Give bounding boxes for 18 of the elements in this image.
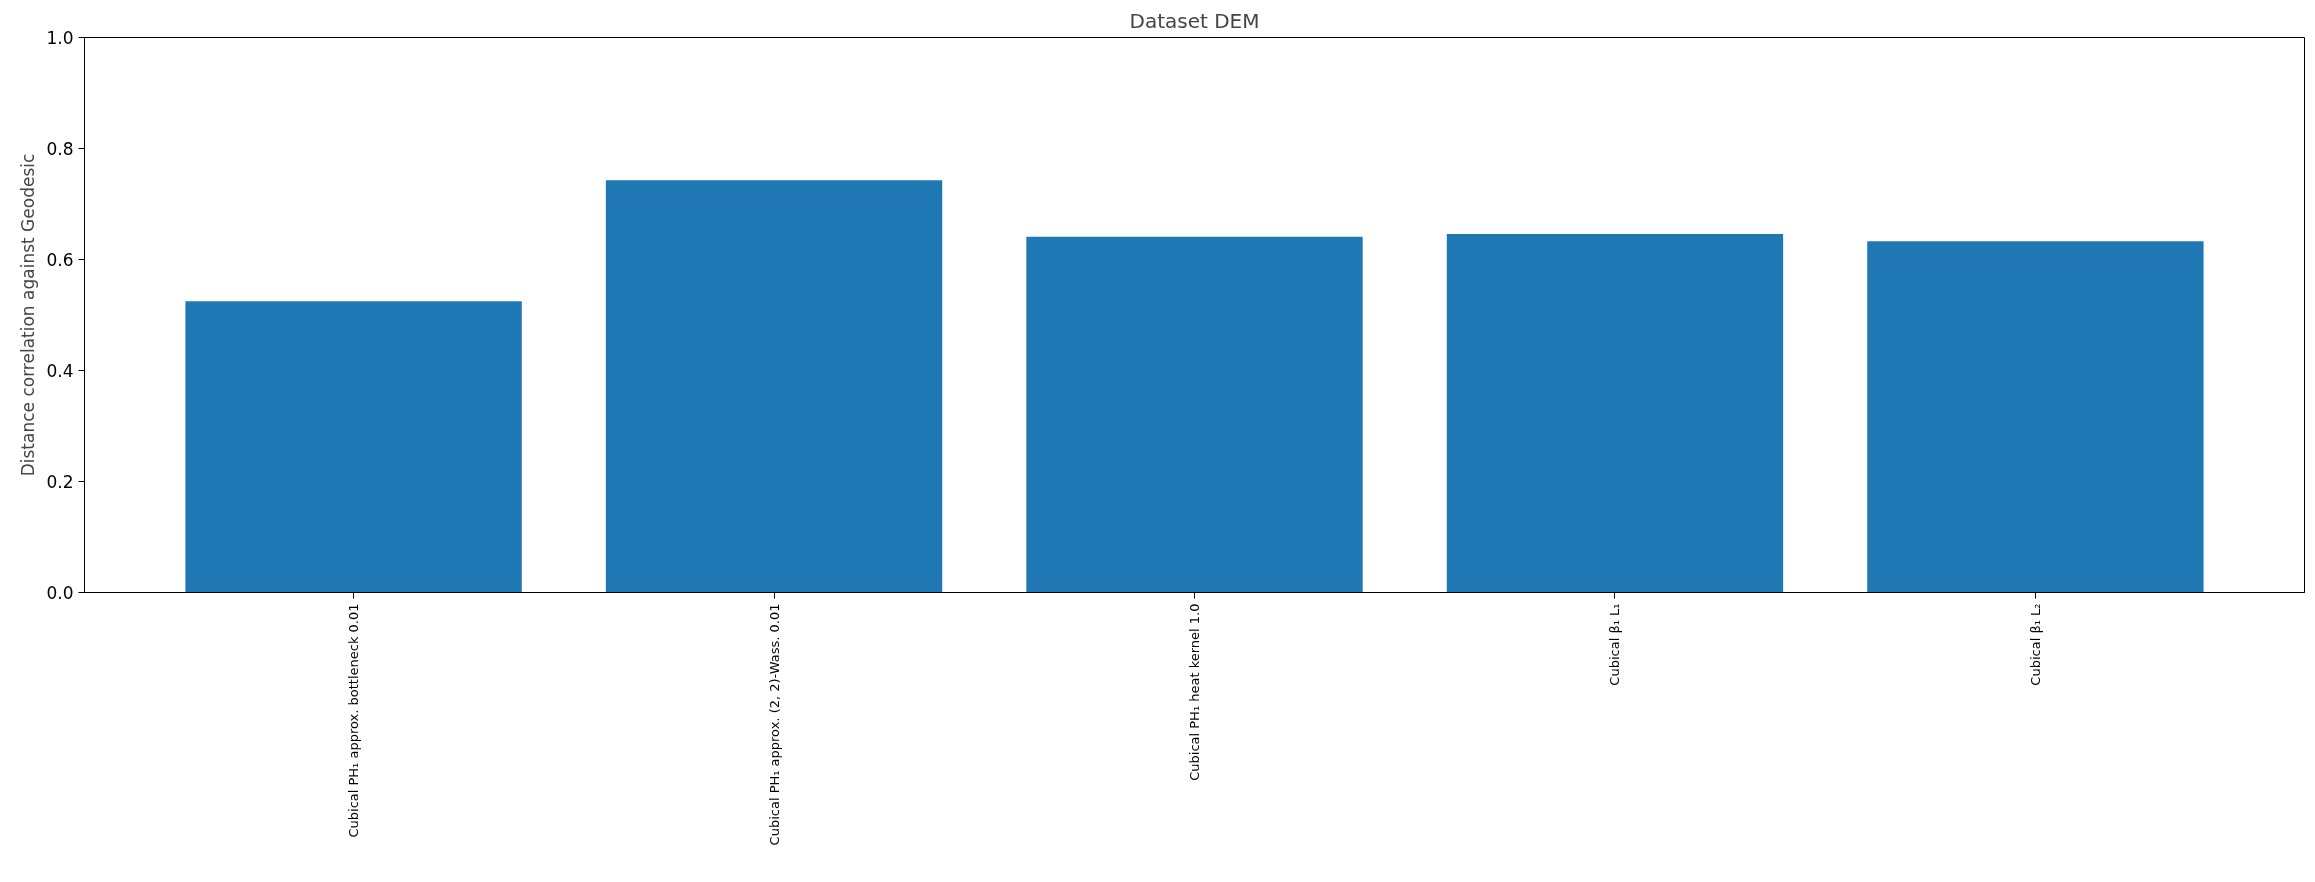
bar [1867,241,2204,593]
y-tick-label: 1.0 [46,28,74,48]
y-axis-title: Distance correlation against Geodesic [18,153,39,477]
x-tick-label: Cubical PH₁ heat kernel 1.0 [1187,603,1202,781]
bar [605,180,943,593]
y-tick-label: 0.4 [46,361,74,381]
x-tick-label: Cubical PH₁ approx. bottleneck 0.01 [346,603,362,838]
chart-title: Dataset DEM [1129,8,1260,33]
y-tick-label: 0.6 [46,250,74,270]
y-tick-label: 0.8 [46,139,74,159]
bar [1446,233,1784,593]
y-tick-label: 0.0 [46,583,74,603]
bar [1026,236,1363,593]
bar [185,301,522,593]
x-tick-label: Cubical β₁ L₂ [2027,603,2043,686]
x-tick-label: Cubical β₁ L₁ [1607,603,1623,686]
x-tick-label: Cubical PH₁ approx. (2, 2)-Wass. 0.01 [766,603,782,846]
y-tick-label: 0.2 [46,472,74,492]
